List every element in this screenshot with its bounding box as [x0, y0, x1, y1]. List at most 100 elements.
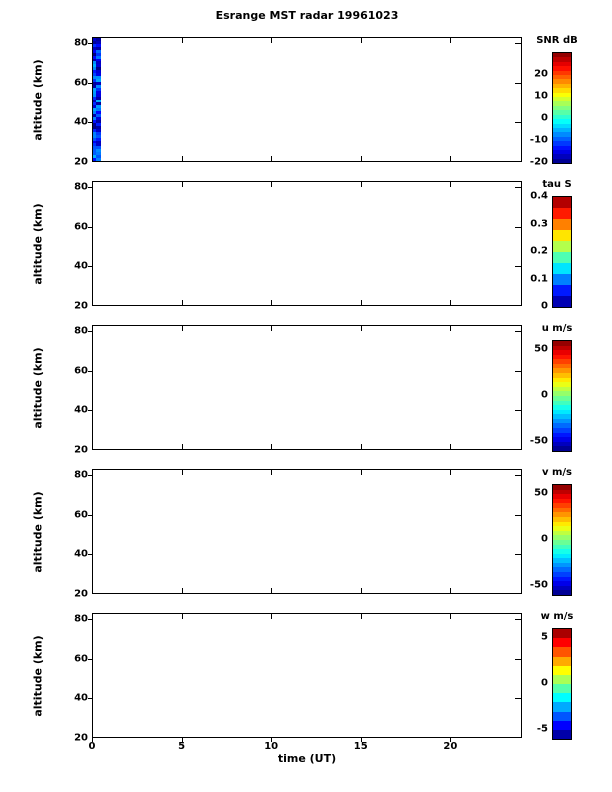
colorbar-segment: [553, 97, 571, 102]
data-cell: [96, 64, 101, 68]
colorbar-segment: [553, 702, 571, 712]
tick-mark: [360, 470, 362, 475]
colorbar-segment: [553, 368, 571, 374]
tick-mark: [450, 182, 452, 187]
colorbar-segment: [553, 558, 571, 563]
colorbar-segment: [553, 241, 571, 252]
tick-mark: [181, 156, 183, 161]
tick-mark: [515, 658, 521, 660]
tick-mark: [360, 182, 362, 187]
colorbar-segment: [553, 53, 571, 58]
colorbar-title-w: w m/s: [540, 611, 574, 622]
colorbar-tick-label: 0: [541, 389, 548, 401]
y-axis-label-tau: altitude (km): [31, 202, 45, 285]
colorbar-tick-label: -10: [529, 134, 548, 146]
colorbar-segment: [553, 208, 571, 219]
data-cell: [96, 96, 101, 100]
data-cell: [93, 43, 97, 48]
data-cell: [93, 58, 97, 62]
tick-mark: [515, 330, 521, 332]
tick-mark: [450, 444, 452, 449]
data-cell: [93, 122, 97, 127]
tick-mark: [181, 300, 183, 305]
data-cell: [96, 67, 101, 71]
colorbar-tick-label: 20: [534, 68, 548, 80]
colorbar-segment: [553, 79, 571, 84]
tick-mark: [515, 122, 521, 124]
colorbar-segment: [553, 377, 571, 383]
y-tick-label: 20: [74, 732, 88, 744]
data-cell: [96, 87, 101, 92]
plot-area-v: [92, 469, 522, 594]
tick-mark: [88, 658, 93, 660]
x-tick-label: 0: [88, 741, 96, 752]
data-cell: [96, 90, 101, 95]
tick-mark: [88, 226, 93, 228]
data-cell: [93, 38, 97, 42]
colorbar-segment: [553, 720, 571, 730]
colorbar-segment: [553, 647, 571, 657]
colorbar-segment: [553, 127, 571, 133]
tick-mark: [88, 474, 93, 476]
colorbar-segment: [553, 562, 571, 568]
tick-mark: [515, 474, 521, 476]
colorbar-segment: [553, 386, 571, 392]
data-cell: [93, 67, 97, 71]
colorbar-segment: [553, 141, 571, 146]
colorbar-segment: [553, 359, 571, 364]
colorbar-tick-label: -50: [529, 435, 548, 447]
colorbar-tick-label: -5: [536, 723, 548, 735]
colorbar-segment: [553, 197, 571, 208]
data-cell: [93, 61, 97, 65]
data-cell: [93, 49, 97, 54]
colorbar-v: [552, 484, 572, 596]
x-tick-label: 20: [443, 741, 458, 752]
y-tick-label: 80: [74, 181, 88, 193]
colorbar-segment: [553, 409, 571, 415]
colorbar-segment: [553, 576, 571, 582]
y-tick-label: 20: [74, 588, 88, 600]
tick-mark: [271, 470, 273, 475]
colorbar-segment: [553, 395, 571, 401]
data-cell: [93, 152, 97, 156]
colorbar-segment: [553, 219, 571, 230]
data-cell: [93, 64, 97, 68]
tick-mark: [271, 156, 273, 161]
data-cell: [93, 131, 97, 136]
colorbar-title-u: u m/s: [541, 323, 573, 334]
colorbar-segment: [553, 530, 571, 536]
y-axis-label-w: altitude (km): [31, 634, 45, 717]
colorbar-segment: [553, 507, 571, 513]
data-cell: [96, 93, 101, 98]
colorbar-tick-label: 0: [541, 300, 548, 312]
data-cell: [96, 146, 101, 150]
data-cell: [96, 117, 101, 121]
colorbar-segment: [553, 590, 571, 595]
tick-mark: [88, 122, 93, 124]
colorbar-segment: [553, 252, 571, 263]
colorbar-segment: [553, 539, 571, 545]
colorbar-segment: [553, 296, 571, 307]
colorbar-segment: [553, 684, 571, 694]
data-cell: [96, 81, 101, 86]
colorbar-segment: [553, 512, 571, 518]
data-cell: [96, 79, 101, 83]
data-cell: [96, 114, 101, 118]
tick-mark: [515, 370, 521, 372]
tick-mark: [360, 326, 362, 331]
data-cell: [96, 40, 101, 45]
data-cell: [96, 38, 101, 42]
tick-mark: [88, 410, 93, 412]
y-tick-label: 40: [74, 116, 88, 128]
x-axis-label: time (UT): [277, 752, 337, 765]
colorbar-tick-label: -50: [529, 579, 548, 591]
colorbar-segment: [553, 517, 571, 522]
colorbar-segment: [553, 66, 571, 71]
colorbar-tick-label: 10: [534, 90, 548, 102]
colorbar-tick-label: 50: [534, 487, 548, 499]
colorbar-segment: [553, 418, 571, 424]
tick-mark: [271, 38, 273, 43]
y-tick-label: 20: [74, 300, 88, 312]
data-cell: [93, 108, 97, 112]
y-axis-label-v: altitude (km): [31, 490, 45, 573]
